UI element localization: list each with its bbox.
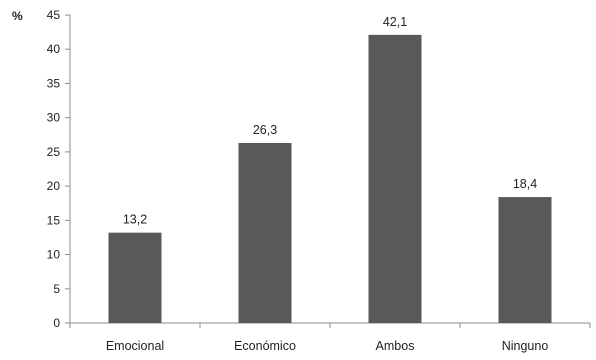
y-tick-label: 35 [47, 76, 61, 90]
x-category-label: Económico [234, 339, 296, 353]
bar-value-label: 18,4 [513, 177, 537, 191]
x-category-label: Ambos [376, 339, 415, 353]
y-tick-label: 10 [47, 248, 61, 262]
bar-value-label: 26,3 [253, 123, 277, 137]
y-axis: 0 5 10 15 20 25 30 35 40 45 [47, 8, 71, 330]
bar [238, 142, 292, 323]
bar [108, 232, 162, 323]
y-tick-label: 30 [47, 111, 61, 125]
y-tick-label: 25 [47, 145, 61, 159]
bar-value-label: 42,1 [383, 15, 407, 29]
y-axis-unit-label: % [12, 9, 23, 23]
y-tick-label: 15 [47, 213, 61, 227]
bar-value-label: 13,2 [123, 213, 147, 227]
y-tick-label: 45 [47, 8, 61, 22]
y-tick-label: 40 [47, 42, 61, 56]
x-category-label: Ninguno [502, 339, 549, 353]
y-tick-label: 0 [53, 316, 60, 330]
bar [368, 34, 422, 324]
y-tick-label: 5 [53, 282, 60, 296]
bars [108, 34, 552, 324]
bar [498, 197, 552, 323]
data-labels: 13,2 26,3 42,1 18,4 [123, 15, 537, 227]
x-axis: Emocional Económico Ambos Ninguno [69, 322, 591, 353]
y-tick-label: 20 [47, 179, 61, 193]
x-category-label: Emocional [106, 339, 164, 353]
